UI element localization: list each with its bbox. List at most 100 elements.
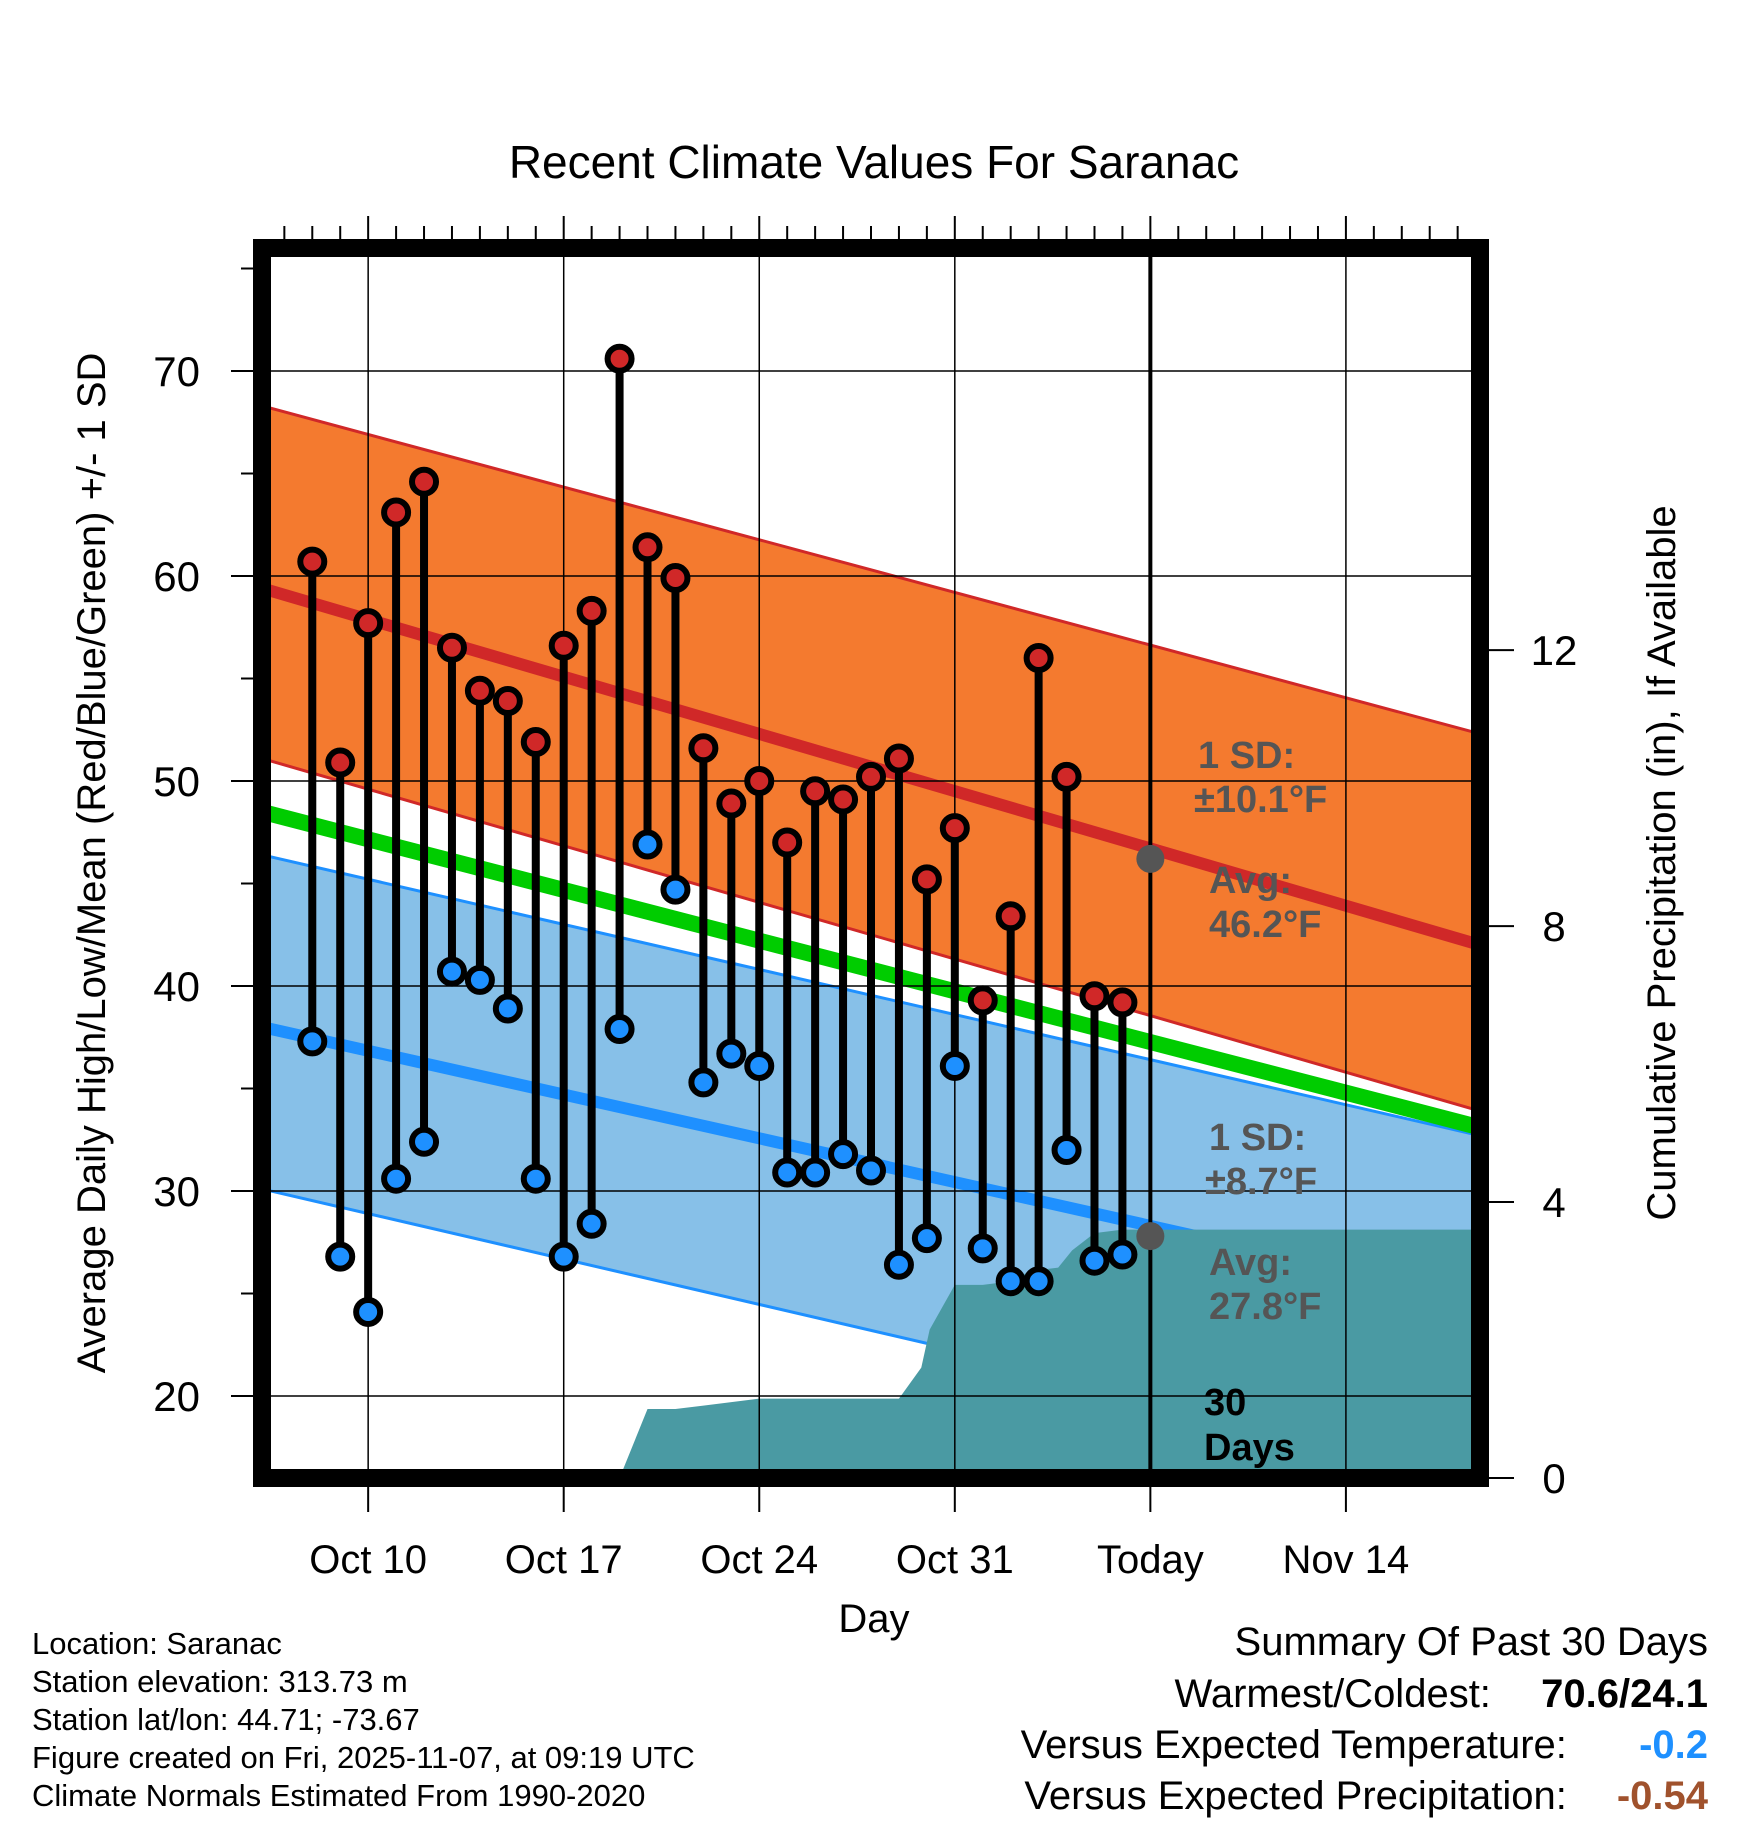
chart-title: Recent Climate Values For Saranac <box>509 136 1239 188</box>
high-point <box>716 788 747 819</box>
low-point <box>548 1241 579 1272</box>
high-point <box>1023 643 1054 673</box>
y2-tick-label: 8 <box>1542 903 1565 950</box>
high-point <box>883 743 914 774</box>
low-point <box>576 1208 607 1239</box>
high-point <box>1051 761 1082 792</box>
low-sd-value: ±8.7°F <box>1205 1161 1317 1203</box>
summary-warmest-label: Warmest/Coldest: <box>1174 1672 1491 1716</box>
y-tick-label: 50 <box>153 758 200 805</box>
high-point <box>967 985 998 1016</box>
high-sd-value: ±10.1°F <box>1194 779 1327 821</box>
summary-warmest-row: Warmest/Coldest: 70.6/24.1 <box>1175 1672 1708 1717</box>
low-point <box>436 956 467 987</box>
y-axis-label: Average Daily High/Low/Mean (Red/Blue/Gr… <box>70 353 114 1374</box>
y-tick-label: 20 <box>153 1373 200 1420</box>
x-tick-label: Today <box>1097 1538 1204 1582</box>
high-point <box>464 675 495 706</box>
high-point <box>660 563 691 594</box>
summary-title: Summary Of Past 30 Days <box>1234 1620 1708 1664</box>
summary-temp-value: -0.2 <box>1639 1723 1708 1767</box>
low-point <box>604 1014 635 1045</box>
high-point <box>856 761 886 792</box>
low-avg-value: 27.8°F <box>1209 1286 1321 1328</box>
low-point <box>660 874 691 905</box>
low-point <box>1023 1266 1054 1297</box>
low-point <box>353 1296 384 1327</box>
x-tick-label: Oct 24 <box>700 1538 818 1582</box>
high-point <box>772 827 803 858</box>
summary-precip-value: -0.54 <box>1616 1774 1708 1818</box>
low-point <box>381 1163 412 1194</box>
days-word: Days <box>1204 1427 1295 1469</box>
high-sd-upper-line <box>261 404 1481 736</box>
low-point <box>492 993 523 1024</box>
x-tick-label: Oct 17 <box>505 1538 623 1582</box>
y-tick-label: 40 <box>153 963 200 1010</box>
low-avg-label: Avg: <box>1209 1242 1292 1284</box>
low-point <box>883 1249 914 1280</box>
high-point <box>297 546 328 577</box>
high-point <box>381 497 412 528</box>
y-tick-label: 60 <box>153 553 200 600</box>
info-normals: Climate Normals Estimated From 1990-2020 <box>32 1778 646 1813</box>
low-point <box>297 1026 328 1057</box>
high-point <box>688 733 719 764</box>
high-point <box>828 784 859 815</box>
plot-frame <box>253 239 1489 1487</box>
high-sd-label: 1 SD: <box>1198 735 1295 777</box>
low-point <box>520 1163 551 1194</box>
today-high-avg-marker <box>1136 844 1165 873</box>
info-latlon: Station lat/lon: 44.71; -73.67 <box>32 1702 420 1737</box>
y-tick-label: 30 <box>153 1168 200 1215</box>
high-point <box>800 776 831 807</box>
x-tick-label: Oct 10 <box>309 1538 427 1582</box>
summary-warmest-value: 70.6/24.1 <box>1541 1672 1708 1716</box>
low-point <box>1107 1239 1138 1270</box>
info-location: Location: Saranac <box>32 1626 282 1661</box>
x-tick-label: Nov 14 <box>1283 1538 1410 1582</box>
high-point <box>939 813 970 844</box>
high-avg-value: 46.2°F <box>1209 904 1321 946</box>
high-sd-band <box>262 405 1480 1112</box>
summary-temp-row: Versus Expected Temperature: -0.2 <box>1021 1723 1708 1768</box>
high-point <box>1107 987 1138 1018</box>
high-point <box>632 532 663 563</box>
high-point <box>353 608 384 639</box>
x-tick-label: Oct 31 <box>896 1538 1014 1582</box>
low-point <box>1079 1245 1110 1276</box>
y2-tick-label: 12 <box>1531 627 1578 674</box>
low-point <box>911 1223 942 1254</box>
x-axis-label: Day <box>838 1597 909 1641</box>
high-point <box>995 901 1026 932</box>
high-point <box>604 343 635 374</box>
low-point <box>632 829 663 860</box>
y2-tick-label: 4 <box>1542 1179 1565 1226</box>
y2-axis-label: Cumulative Precipitation (in), If Availa… <box>1640 505 1684 1220</box>
high-point <box>520 727 551 758</box>
low-point <box>716 1038 747 1069</box>
y-tick-label: 70 <box>153 348 200 395</box>
summary-precip-label: Versus Expected Precipitation: <box>1024 1774 1567 1818</box>
low-point <box>995 1266 1026 1297</box>
summary-temp-label: Versus Expected Temperature: <box>1020 1723 1567 1767</box>
precip-area <box>619 1229 1480 1478</box>
low-point <box>856 1155 886 1186</box>
days-number: 30 <box>1204 1382 1246 1424</box>
low-sd-label: 1 SD: <box>1209 1117 1306 1159</box>
low-point <box>744 1050 775 1081</box>
high-point <box>548 630 579 661</box>
high-point <box>492 686 523 717</box>
high-point <box>1079 981 1110 1012</box>
low-point <box>325 1241 356 1272</box>
high-point <box>911 864 942 895</box>
today-low-avg-marker <box>1136 1222 1165 1251</box>
low-point <box>688 1067 719 1098</box>
high-avg-label: Avg: <box>1209 860 1292 902</box>
high-point <box>325 747 356 778</box>
low-point <box>939 1050 970 1081</box>
summary-precip-row: Versus Expected Precipitation: -0.54 <box>1024 1774 1708 1819</box>
low-point <box>1051 1135 1082 1165</box>
high-point <box>744 766 775 796</box>
